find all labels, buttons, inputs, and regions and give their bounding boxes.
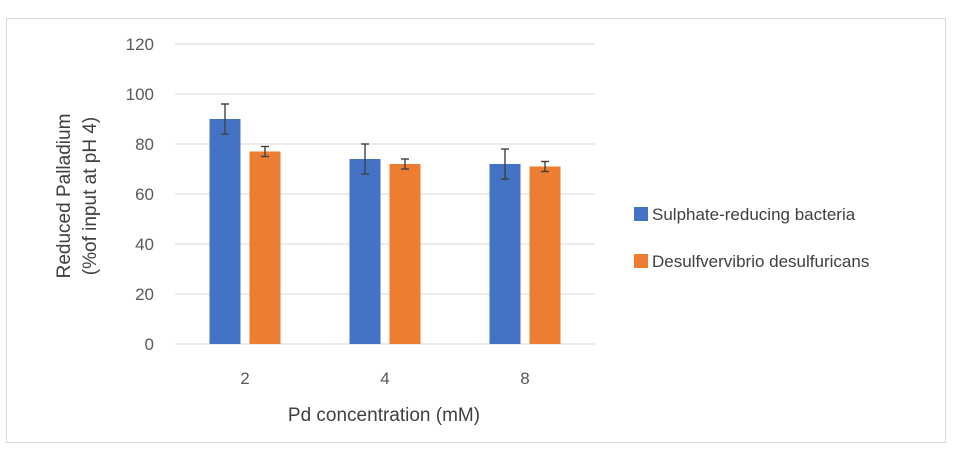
bar-desulfovibrio-8 <box>529 166 561 344</box>
gridlines <box>175 43 595 345</box>
legend-label: Desulfvervibrio desulfuricans <box>652 252 869 271</box>
bar-desulfovibrio-2 <box>249 151 281 344</box>
bar-srb-2 <box>209 119 241 344</box>
error-bar <box>261 145 269 158</box>
y-tick-label: 80 <box>135 135 154 154</box>
legend-label: Sulphate-reducing bacteria <box>652 205 856 224</box>
error-bar <box>361 143 369 175</box>
legend-item: Sulphate-reducing bacteria <box>634 205 856 224</box>
legend: Sulphate-reducing bacteria Desulfvervibri… <box>634 205 869 271</box>
bar-srb-8 <box>489 164 521 344</box>
error-bar <box>541 160 549 173</box>
error-bars <box>221 103 549 180</box>
x-axis-ticks: 2 4 8 <box>240 369 529 388</box>
bar-desulfovibrio-4 <box>389 164 421 344</box>
y-tick-label: 20 <box>135 285 154 304</box>
bars <box>209 119 561 344</box>
y-tick-label: 60 <box>135 185 154 204</box>
y-tick-label: 0 <box>145 335 154 354</box>
chart-frame <box>6 18 946 443</box>
y-axis-title-line1: Reduced Palladium <box>54 114 75 279</box>
error-bar <box>221 103 229 135</box>
y-axis-title-line2: (%of input at pH 4) <box>80 117 101 275</box>
x-axis-title: Pd concentration (mM) <box>288 405 480 426</box>
error-bar <box>401 158 409 170</box>
y-axis-ticks: 0 20 40 60 80 100 120 <box>126 35 154 354</box>
legend-item: Desulfvervibrio desulfuricans <box>634 252 869 271</box>
x-tick-label: 2 <box>240 369 249 388</box>
legend-swatch <box>634 254 648 268</box>
x-tick-label: 8 <box>520 369 529 388</box>
y-tick-label: 120 <box>126 35 154 54</box>
y-tick-label: 40 <box>135 235 154 254</box>
error-bar <box>501 148 509 180</box>
legend-swatch <box>634 207 648 221</box>
bar-srb-4 <box>349 159 381 344</box>
y-tick-label: 100 <box>126 85 154 104</box>
x-tick-label: 4 <box>380 369 389 388</box>
